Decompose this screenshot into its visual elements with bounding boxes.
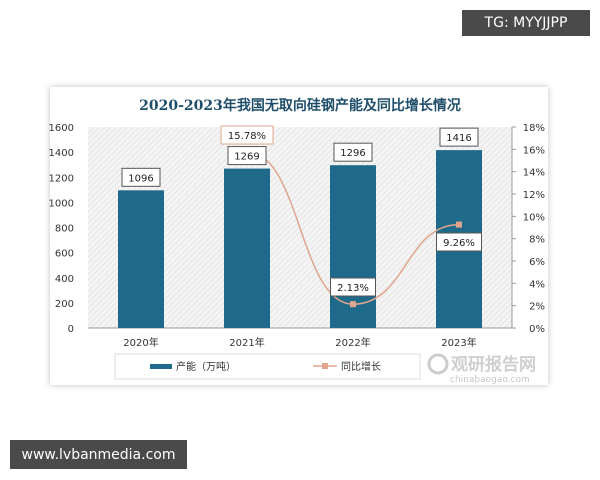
growth-data-label: 15.78% xyxy=(228,131,266,142)
right-tick-label: 6% xyxy=(529,257,545,268)
left-tick-label: 400 xyxy=(55,274,74,285)
bar xyxy=(224,168,270,328)
legend-line-marker xyxy=(322,363,328,369)
legend-bar-swatch xyxy=(150,364,172,369)
growth-data-label: 2.13% xyxy=(337,283,369,294)
growth-point xyxy=(456,221,462,228)
x-tick-label: 2021年 xyxy=(229,336,264,349)
left-tick-label: 1400 xyxy=(49,148,74,159)
bar-data-label: 1296 xyxy=(340,148,365,159)
growth-data-label: 9.26% xyxy=(443,238,475,249)
bar-data-label-box xyxy=(227,146,267,166)
right-tick-label: 12% xyxy=(523,190,545,201)
left-tick-label: 1200 xyxy=(49,173,74,184)
right-tick-label: 2% xyxy=(529,302,545,313)
bar xyxy=(118,190,164,328)
bar-data-label-box xyxy=(333,142,373,162)
left-tick-label: 200 xyxy=(55,299,74,310)
x-tick-label: 2023年 xyxy=(441,336,476,349)
left-tick-label: 800 xyxy=(55,224,74,235)
growth-data-label-box xyxy=(220,125,274,145)
legend-line-label: 同比增长 xyxy=(341,360,381,373)
telegram-tag: TG: MYYJJPP xyxy=(462,10,590,36)
left-tick-label: 1000 xyxy=(49,198,74,209)
right-tick-label: 4% xyxy=(529,279,545,290)
bar-data-label-box xyxy=(439,127,479,147)
watermark-logo-icon xyxy=(427,353,449,375)
right-tick-label: 10% xyxy=(523,212,545,223)
chart-title: 2020-2023年我国无取向硅钢产能及同比增长情况 xyxy=(139,97,461,114)
right-tick-label: 8% xyxy=(529,235,545,246)
bar-data-label: 1269 xyxy=(234,152,259,163)
bar-data-label-box xyxy=(121,167,161,187)
right-tick-label: 0% xyxy=(529,324,545,335)
watermark-text: 观研报告网 xyxy=(450,354,536,375)
x-tick-label: 2020年 xyxy=(123,336,158,349)
bar-data-label: 1096 xyxy=(128,173,153,184)
left-tick-label: 600 xyxy=(55,249,74,260)
right-tick-label: 14% xyxy=(523,168,545,179)
bar-data-label: 1416 xyxy=(446,133,471,144)
left-tick-label: 1600 xyxy=(49,123,74,134)
growth-line xyxy=(246,151,460,305)
right-tick-label: 18% xyxy=(523,123,545,134)
right-tick-label: 16% xyxy=(523,145,545,156)
site-url-tag: www.lvbanmedia.com xyxy=(10,440,187,469)
watermark-url: chinabaogao.com xyxy=(450,375,530,385)
growth-point xyxy=(350,301,356,308)
growth-data-label-box xyxy=(330,277,376,297)
left-tick-label: 0 xyxy=(68,324,74,335)
growth-data-label-box xyxy=(436,232,482,252)
x-tick-label: 2022年 xyxy=(335,336,370,349)
legend-bar-label: 产能（万吨） xyxy=(176,360,236,373)
